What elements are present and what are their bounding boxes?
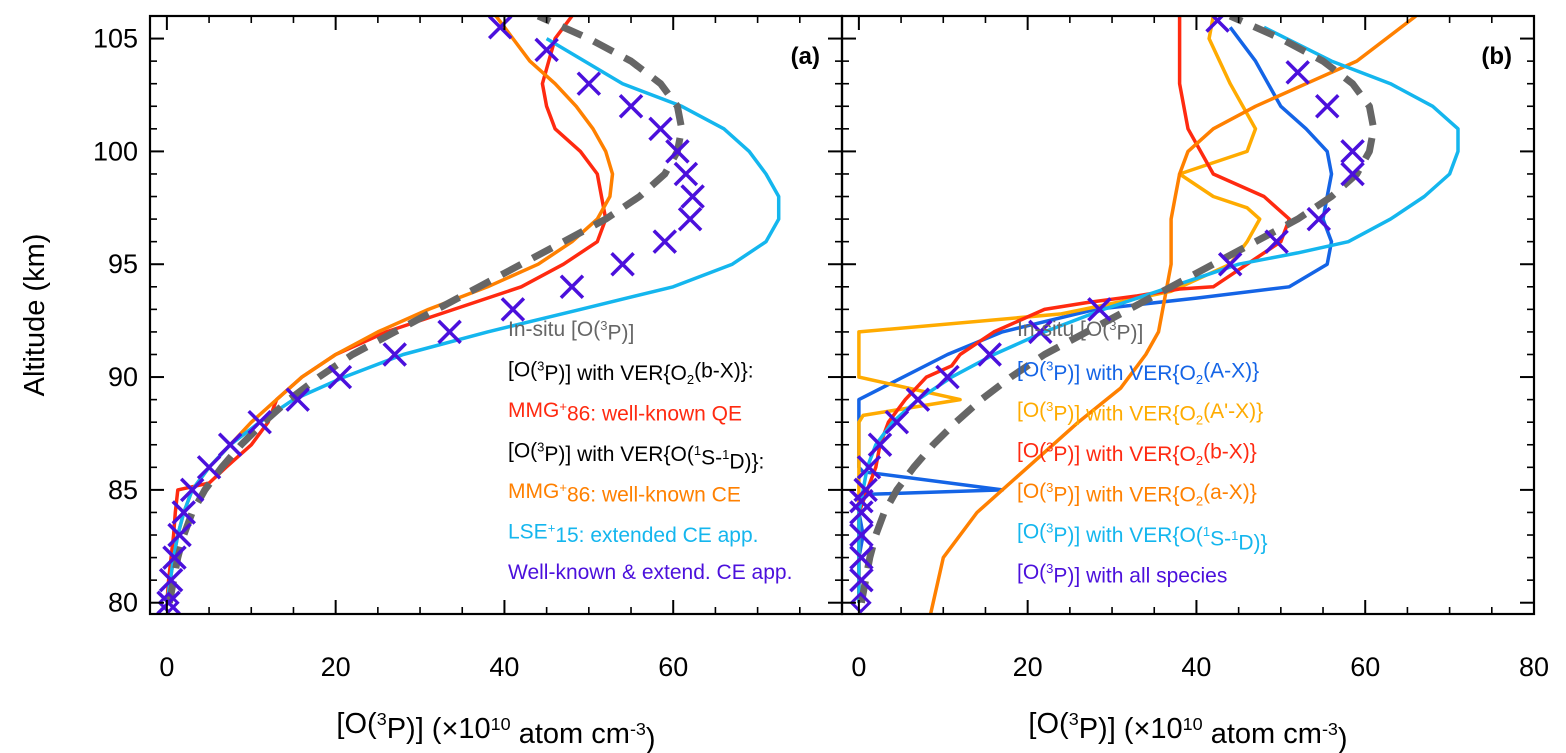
point-x-1-9: [285, 387, 310, 412]
y-tick-label: 85: [108, 475, 138, 505]
point-x-1-14: [559, 274, 585, 300]
point-x-1-17: [677, 206, 703, 232]
point-x-1-12: [437, 319, 462, 345]
line-in-situ-o-3p-1: [165, 16, 686, 604]
x-tick-label: 0: [851, 652, 866, 682]
point-x-2-15: [1264, 229, 1289, 254]
point-x-1-0: [156, 590, 181, 614]
x-tick-label: 0: [159, 652, 174, 682]
point-x-1-4: [171, 500, 196, 525]
point-x-2-1: [849, 545, 874, 570]
point-x-2-2: [849, 522, 874, 548]
line-in-situ-o-3p-2: [857, 16, 1378, 604]
x-tick-label: 20: [321, 652, 351, 682]
point-x-2-5: [853, 477, 878, 503]
point-x-1-20: [665, 139, 690, 164]
point-x-2-13: [1087, 297, 1112, 322]
y-tick-label: 90: [108, 362, 138, 392]
x-axis-title-2: [O(3P)] (×1010 atom cm-3): [1028, 708, 1347, 753]
point-x-2-19: [1315, 94, 1340, 119]
point-x-1-6: [196, 455, 222, 480]
legend-item-1-3: MMG+86: well-known QE: [508, 399, 742, 426]
point-x-2-7: [867, 432, 893, 457]
point-x-2-21: [1205, 16, 1230, 33]
point-x-1-25: [487, 16, 513, 40]
point-x-1-8: [247, 409, 272, 435]
y-tick-label: 105: [93, 24, 138, 54]
panel-label-1: (a): [791, 43, 820, 70]
legend-item-2-6: [O(3P)] with VER{O(1S-1D)}: [1017, 521, 1268, 555]
plot-area-1: [156, 16, 781, 614]
point-x-2-20: [1285, 60, 1310, 85]
point-x-2-11: [977, 342, 1002, 367]
x-axis-title-1: [O(3P)] (×1010 atom cm-3): [336, 708, 655, 753]
legend-item-2-3: [O(3P)] with VER{O2(A'-X)}: [1017, 399, 1263, 427]
point-x-1-16: [652, 229, 678, 254]
y-axis-title: Altitude (km): [19, 234, 51, 397]
x-tick-label: 40: [489, 652, 519, 682]
point-x-1-13: [500, 297, 526, 322]
point-x-1-7: [217, 432, 243, 457]
y-tick-label: 100: [93, 136, 138, 166]
x-tick-label: 20: [1013, 652, 1043, 682]
y-tick-label: 95: [108, 249, 138, 279]
point-x-1-15: [610, 251, 635, 277]
legend-item-1-7: Well-known & extend. CE app.: [508, 561, 792, 584]
plot-area-2: [849, 16, 1460, 614]
point-x-1-1: [158, 567, 184, 593]
line-lse-15-extended-ce-app-1: [165, 37, 781, 603]
point-x-1-3: [167, 522, 192, 548]
point-x-1-11: [382, 342, 407, 367]
legend-item-2-4: [O(3P)] with VER{O2(b-X)}: [1017, 440, 1257, 468]
point-x-2-18: [1340, 139, 1365, 164]
point-x-1-24: [534, 37, 559, 63]
legend-item-1-1: In-situ [O(3P)]: [508, 318, 634, 345]
line-mmg-86-well-known-qe-1: [165, 16, 608, 603]
line-o-3p-with-ver-o2-a-x-2: [928, 16, 1417, 614]
legend-item-2-1: In-situ [O(3P)]: [1017, 318, 1143, 345]
x-tick-label: 60: [658, 652, 688, 682]
legend-item-1-4: [O(3P)] with VER{O(1S-1D)}:: [508, 440, 764, 474]
point-x-2-3: [849, 500, 874, 525]
line-o-3p-with-ver-o-1s-1d-2: [857, 25, 1460, 603]
point-x-1-23: [576, 71, 602, 96]
legend-item-2-7: [O(3P)] with all species: [1017, 561, 1227, 588]
legend-item-1-5: MMG+86: well-known CE: [508, 480, 741, 507]
point-x-1-21: [648, 116, 673, 142]
point-x-2-8: [884, 409, 910, 435]
point-x-1-2: [162, 545, 187, 570]
legend-item-1-2: [O(3P)] with VER{O2(b-X)}:: [508, 359, 754, 387]
point-x-2-17: [1340, 161, 1365, 187]
point-x-2-9: [905, 387, 931, 412]
legend-item-2-5: [O(3P)] with VER{O2(a-X)}: [1017, 480, 1257, 508]
point-x-2-14: [1217, 251, 1243, 277]
point-x-1-22: [618, 94, 644, 119]
x-tick-label: 80: [1519, 652, 1549, 682]
point-x-2-12: [1028, 319, 1053, 345]
point-x-1-19: [673, 161, 699, 187]
panel-label-2: (b): [1481, 43, 1512, 70]
point-x-1-10: [327, 364, 353, 390]
point-diamond-2-0: [849, 591, 872, 614]
y-tick-label: 80: [108, 588, 138, 618]
point-x-2-0: [849, 567, 874, 593]
point-x-2-6: [856, 455, 882, 480]
line-o-3p-with-ver-o2-b-x-2: [857, 16, 1292, 603]
legend-item-1-6: LSE+15: extended CE app.: [508, 521, 758, 548]
point-x-2-10: [935, 364, 960, 390]
point-x-1-5: [179, 477, 205, 503]
legend-item-2-2: [O(3P)] with VER{O2(A-X)}: [1017, 359, 1259, 387]
x-tick-label: 60: [1350, 652, 1380, 682]
x-tick-label: 40: [1181, 652, 1211, 682]
axes-frame-2: [840, 14, 1536, 616]
point-x-2-16: [1306, 206, 1332, 232]
point-x-1-18: [680, 184, 705, 209]
point-diamond-1-0: [157, 591, 180, 614]
line-o-3p-with-ver-o2-a-x-2: [857, 16, 1262, 603]
